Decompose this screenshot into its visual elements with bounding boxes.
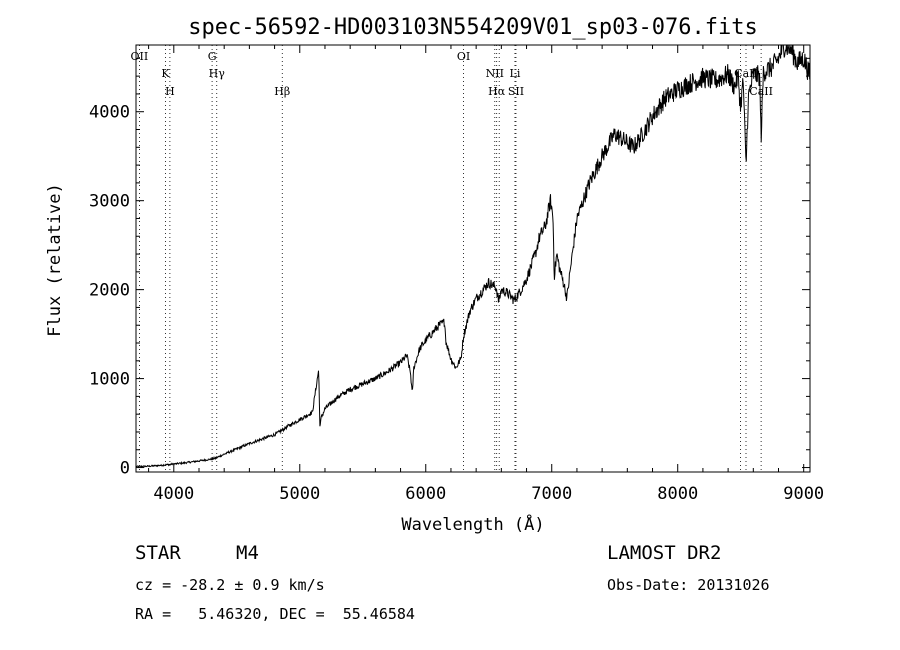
y-axis-label: Flux (relative) [45, 183, 65, 337]
line-label: Hγ [209, 67, 226, 80]
x-tick-label: 4000 [153, 484, 194, 504]
line-label: Hα [488, 85, 506, 98]
y-tick-label: 1000 [89, 370, 130, 390]
y-tick-label: 2000 [89, 281, 130, 301]
line-label: H [165, 85, 175, 98]
line-label: SII [508, 85, 524, 98]
line-label: K [161, 67, 170, 80]
y-tick-label: 3000 [89, 192, 130, 212]
line-label: OII [131, 50, 149, 63]
y-axis-ticks: 0 1000 2000 3000 4000 [89, 57, 810, 479]
line-label: Hβ [274, 85, 290, 98]
y-tick-label: 4000 [89, 103, 130, 123]
line-label: G [208, 50, 217, 63]
x-tick-label: 6000 [405, 484, 446, 504]
line-label: CaII [749, 85, 773, 98]
spectrum-line [135, 44, 811, 469]
object-subclass: M4 [236, 542, 259, 564]
x-tick-label: 5000 [279, 484, 320, 504]
chart-title: spec-56592-HD003103N554209V01_sp03-076.f… [188, 15, 758, 40]
plot-frame [135, 44, 811, 473]
coordinates-text: RA = 5.46320, DEC = 55.46584 [135, 605, 415, 623]
object-class: STAR [135, 542, 181, 564]
line-label: NII [486, 67, 504, 80]
line-label: OI [457, 50, 470, 63]
plot-border [135, 44, 811, 473]
x-tick-label: 7000 [531, 484, 572, 504]
y-tick-label: 0 [120, 459, 130, 479]
redshift-text: cz = -28.2 ± 0.9 km/s [135, 576, 325, 594]
survey-name: LAMOST DR2 [607, 542, 722, 564]
x-axis-ticks: 4000 5000 6000 7000 8000 9000 [148, 45, 824, 504]
obs-date-text: Obs-Date: 20131026 [607, 576, 770, 594]
x-axis-label: Wavelength (Å) [401, 513, 544, 535]
x-tick-label: 8000 [657, 484, 698, 504]
line-label: Li [510, 67, 521, 80]
x-tick-label: 9000 [783, 484, 824, 504]
